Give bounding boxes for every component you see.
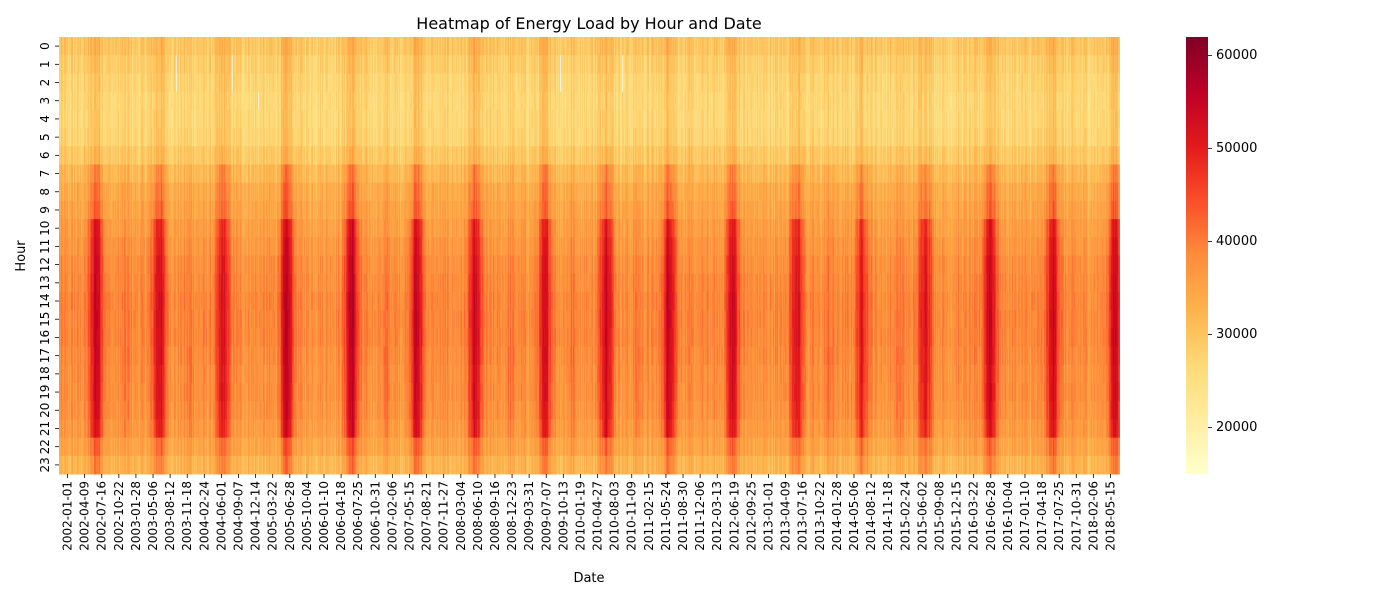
chart-title: Heatmap of Energy Load by Hour and Date (416, 14, 761, 33)
heatmap-cells (59, 37, 1120, 474)
